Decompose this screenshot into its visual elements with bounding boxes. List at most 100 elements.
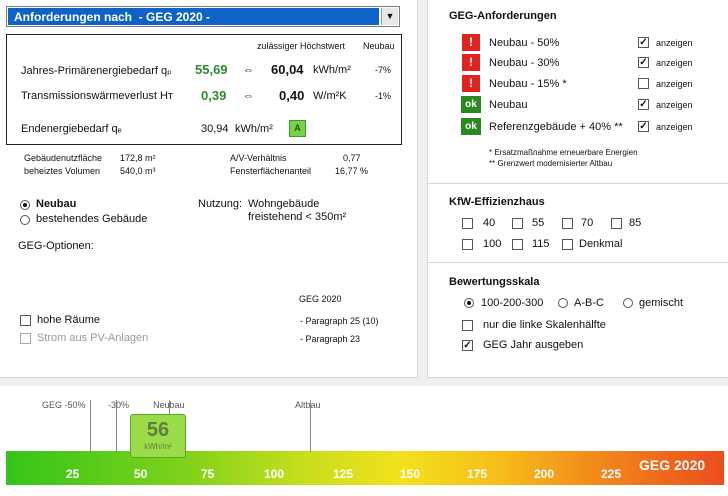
compare-icon: ⇔ <box>243 90 254 102</box>
divider <box>428 262 728 263</box>
radio-scale-100-200-300[interactable] <box>464 298 474 308</box>
checkbox-pv-label: Strom aus PV-Anlagen <box>37 332 149 344</box>
kfw-checkbox-40[interactable] <box>462 218 473 229</box>
radio-scale-abc-label: A-B-C <box>574 297 604 309</box>
checkbox-left-half[interactable] <box>462 320 473 331</box>
req-show-1: anzeigen <box>656 38 693 48</box>
radio-existing-building-label: bestehendes Gebäude <box>36 213 148 225</box>
checkbox-geg-year-label: GEG Jahr ausgeben <box>483 339 584 351</box>
label-new-building: Neubau <box>153 400 185 410</box>
radio-scale-abc[interactable] <box>558 298 568 308</box>
req-checkbox-5[interactable]: ✓ <box>638 121 649 132</box>
standard-dropdown-value: Anforderungen nach - GEG 2020 - <box>8 8 379 25</box>
area-label: Gebäudenutzfläche <box>24 153 103 163</box>
kfw-checkbox-denkmal[interactable] <box>562 239 573 250</box>
header-new: Neubau <box>363 41 395 51</box>
volume-value: 540,0 m³ <box>120 166 156 176</box>
chevron-down-icon[interactable]: ▼ <box>381 8 398 25</box>
scale-number: 225 <box>601 467 622 481</box>
warning-icon: ! <box>462 34 480 51</box>
energy-gradient-bar <box>6 451 724 485</box>
area-value: 172,8 m² <box>120 153 156 163</box>
kfw-label-115: 115 <box>532 238 550 250</box>
volume-label: beheiztes Volumen <box>24 166 101 176</box>
ok-icon: ok <box>461 118 481 135</box>
energy-scale: GEG -50% -30% Neubau Altbau 25 50 75 100… <box>0 386 728 496</box>
kfw-label-85: 85 <box>629 217 642 229</box>
checkbox-high-rooms[interactable] <box>20 315 31 326</box>
scale-number: 100 <box>264 467 285 481</box>
radio-new-building-label: Neubau <box>36 198 77 210</box>
label-old-building: Altbau <box>295 400 321 410</box>
transmission-unit: W/m²K <box>313 90 347 102</box>
scale-number: 175 <box>467 467 488 481</box>
req-checkbox-2[interactable]: ✓ <box>638 57 649 68</box>
checkbox-high-rooms-label: hohe Räume <box>37 314 100 326</box>
scale-number: 50 <box>134 467 148 481</box>
scale-number: 25 <box>66 467 80 481</box>
radio-existing-building[interactable] <box>20 215 30 225</box>
ok-icon: ok <box>461 96 481 113</box>
kfw-checkbox-55[interactable] <box>512 218 523 229</box>
radio-new-building[interactable] <box>20 200 30 210</box>
transmission-label: Transmissionswärmeverlust Hᴛ <box>21 90 173 102</box>
window-ratio-label: Fensterflächenanteil <box>230 166 312 176</box>
settings-panel: GEG-Anforderungen ! Neubau - 50% ✓ anzei… <box>427 0 728 378</box>
end-energy-unit: kWh/m² <box>235 123 273 135</box>
radio-scale-mixed[interactable] <box>623 298 633 308</box>
end-energy-value: 30,94 <box>201 123 229 135</box>
av-ratio-label: A/V-Verhältnis <box>230 153 287 163</box>
tick-line-geg30 <box>116 400 117 452</box>
scale-number: 150 <box>400 467 421 481</box>
warning-icon: ! <box>462 75 480 92</box>
kfw-checkbox-70[interactable] <box>562 218 573 229</box>
kfw-checkbox-85[interactable] <box>611 218 622 229</box>
standard-dropdown[interactable]: Anforderungen nach - GEG 2020 - ▼ <box>6 6 400 27</box>
kfw-label-70: 70 <box>581 217 594 229</box>
req-checkbox-1[interactable]: ✓ <box>638 37 649 48</box>
divider <box>428 183 728 184</box>
geg-req-title: GEG-Anforderungen <box>449 10 557 22</box>
marker-unit: kWh/m² <box>144 442 172 451</box>
primary-energy-unit: kWh/m² <box>313 64 351 76</box>
scale-number: 75 <box>201 467 215 481</box>
rating-title: Bewertungsskala <box>449 276 540 288</box>
result-marker: 56 kWh/m² <box>130 414 186 458</box>
kfw-label-denkmal: Denkmal <box>579 238 623 250</box>
efficiency-class-badge: A <box>289 120 306 137</box>
kfw-label-55: 55 <box>532 217 545 229</box>
requirements-panel: Anforderungen nach - GEG 2020 - ▼ zuläss… <box>0 0 418 378</box>
header-allowed: zulässiger Höchstwert <box>257 41 346 51</box>
checkbox-geg-year[interactable]: ✓ <box>462 340 473 351</box>
req-show-2: anzeigen <box>656 58 693 68</box>
primary-energy-pct: -7% <box>375 65 392 75</box>
kfw-checkbox-115[interactable] <box>512 239 523 250</box>
usage-line2: freistehend < 350m² <box>248 211 347 223</box>
warning-icon: ! <box>462 54 480 71</box>
radio-scale-100-200-300-label: 100-200-300 <box>481 297 544 309</box>
req-show-4: anzeigen <box>656 100 693 110</box>
paragraph-23: - Paragraph 23 <box>300 334 361 344</box>
req-checkbox-4[interactable]: ✓ <box>638 99 649 110</box>
footnote-2: ** Grenzwert modernisierter Altbau <box>489 159 613 168</box>
tick-line-geg50 <box>90 400 91 452</box>
kfw-label-100: 100 <box>483 238 502 250</box>
usage-label: Nutzung: <box>198 198 243 210</box>
req-label-1: Neubau - 50% <box>489 37 560 49</box>
compare-icon: ⇔ <box>243 64 254 76</box>
transmission-pct: -1% <box>375 91 392 101</box>
usage-line1: Wohngebäude <box>248 198 320 210</box>
marker-value: 56 <box>146 419 170 441</box>
kfw-checkbox-100[interactable] <box>462 239 473 250</box>
scale-number: 200 <box>534 467 555 481</box>
checkbox-pv <box>20 333 31 344</box>
av-ratio-value: 0,77 <box>343 153 361 163</box>
transmission-value: 0,39 <box>201 88 227 103</box>
req-label-2: Neubau - 30% <box>489 57 560 69</box>
req-checkbox-3[interactable] <box>638 78 649 89</box>
req-label-4: Neubau <box>489 99 528 111</box>
scale-title: GEG 2020 <box>639 457 706 473</box>
req-label-5: Referenzgebäude + 40% ** <box>489 121 623 133</box>
kfw-label-40: 40 <box>483 217 496 229</box>
checkbox-left-half-label: nur die linke Skalenhälfte <box>483 319 606 331</box>
